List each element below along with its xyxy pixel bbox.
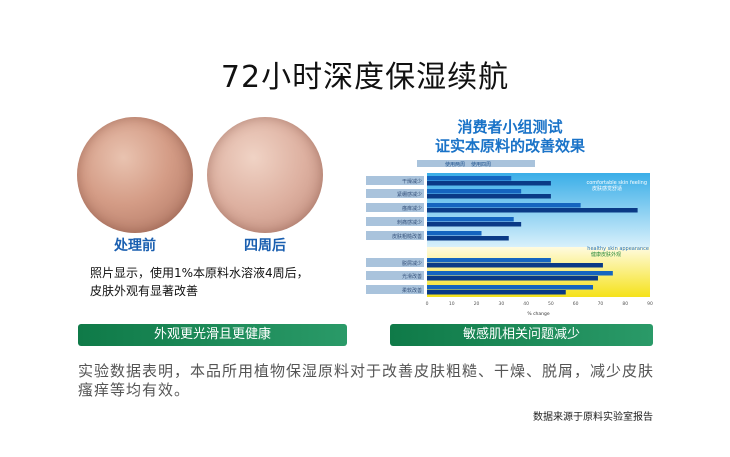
photo-label-after: 四周后 [244, 238, 286, 254]
bar-two-weeks [427, 176, 512, 181]
bar-four-weeks [427, 181, 551, 186]
benefit-banner-appearance: 外观更光滑且更健康 [78, 324, 347, 346]
chart-title: 消费者小组测试 证实本原料的改善效果 [400, 118, 620, 156]
category-label: 脱屑减少 [402, 260, 422, 267]
category-label-box [366, 258, 424, 267]
category-label-box [366, 176, 424, 185]
category-label-box [366, 189, 424, 198]
group-label-en: comfortable skin feeling [587, 180, 648, 186]
bar-four-weeks [427, 263, 603, 268]
x-tick-label: 10 [449, 301, 455, 307]
legend-label: 使用两周 [445, 161, 465, 168]
skin-photo-after [207, 117, 323, 233]
x-axis-label: % change [527, 311, 549, 317]
category-label-box [366, 271, 424, 280]
category-label: 光滑改善 [402, 273, 422, 280]
bar-four-weeks [427, 276, 598, 281]
category-label: 皮肤粗糙改善 [392, 233, 422, 240]
category-label: 瘙痒减少 [402, 205, 422, 212]
category-label: 干燥减少 [402, 178, 422, 185]
bar-two-weeks [427, 217, 514, 222]
caption-line: 皮肤外观有显著改善 [90, 284, 199, 298]
bar-four-weeks [427, 222, 522, 227]
skin-photo-before [77, 117, 193, 233]
bar-chart: 使用两周 使用四周干燥减少紧绷感减少瘙痒减少刺痛感减少皮肤粗糙改善脱屑减少光滑改善… [366, 160, 653, 317]
bar-two-weeks [427, 203, 581, 208]
x-tick-label: 70 [598, 301, 604, 307]
legend-label: 使用四周 [471, 161, 491, 168]
category-label-box [366, 285, 424, 294]
category-label-box [366, 203, 424, 212]
x-tick-label: 80 [622, 301, 628, 307]
bar-two-weeks [427, 189, 522, 194]
bar-four-weeks [427, 290, 566, 295]
photo-label-before: 处理前 [114, 238, 156, 254]
x-tick-label: 30 [498, 301, 504, 307]
category-label: 柔软改善 [402, 287, 422, 294]
x-tick-label: 50 [548, 301, 554, 307]
category-label: 刺痛感减少 [397, 219, 422, 226]
x-tick-label: 90 [647, 301, 653, 307]
bar-four-weeks [427, 194, 551, 199]
benefit-banner-sensitive: 敏感肌相关问题减少 [390, 324, 653, 346]
bar-four-weeks [427, 208, 638, 213]
category-label: 紧绷感减少 [397, 191, 422, 198]
x-tick-label: 0 [426, 301, 429, 307]
bar-two-weeks [427, 271, 613, 276]
category-label-box [366, 231, 424, 240]
page-title: 72小时深度保湿续航 [220, 60, 510, 95]
chart-title-line: 证实本原料的改善效果 [434, 137, 585, 155]
category-label-box [366, 217, 424, 226]
chart-title-line: 消费者小组测试 [457, 118, 563, 136]
bar-two-weeks [427, 231, 482, 236]
x-tick-label: 60 [573, 301, 579, 307]
legend-box [417, 160, 535, 167]
source-note: 数据来源于原料实验室报告 [533, 412, 653, 423]
bar-four-weeks [427, 236, 509, 241]
x-tick-label: 20 [474, 301, 480, 307]
bar-two-weeks [427, 285, 594, 290]
caption-line: 照片显示，使用1%本原料水溶液4周后， [90, 266, 309, 280]
group-label-zh: 健康皮肤外观 [591, 251, 621, 258]
bar-two-weeks [427, 258, 551, 263]
x-tick-label: 40 [523, 301, 529, 307]
photo-caption: 照片显示，使用1%本原料水溶液4周后， 皮肤外观有显著改善 [90, 264, 309, 300]
body-text: 实验数据表明，本品所用植物保湿原料对于改善皮肤粗糙、干燥、脱屑，减少皮肤瘙痒等均… [78, 362, 655, 399]
group-label-en: healthy skin appearance [587, 246, 649, 252]
group-label-zh: 皮肤感觉舒适 [592, 185, 622, 192]
